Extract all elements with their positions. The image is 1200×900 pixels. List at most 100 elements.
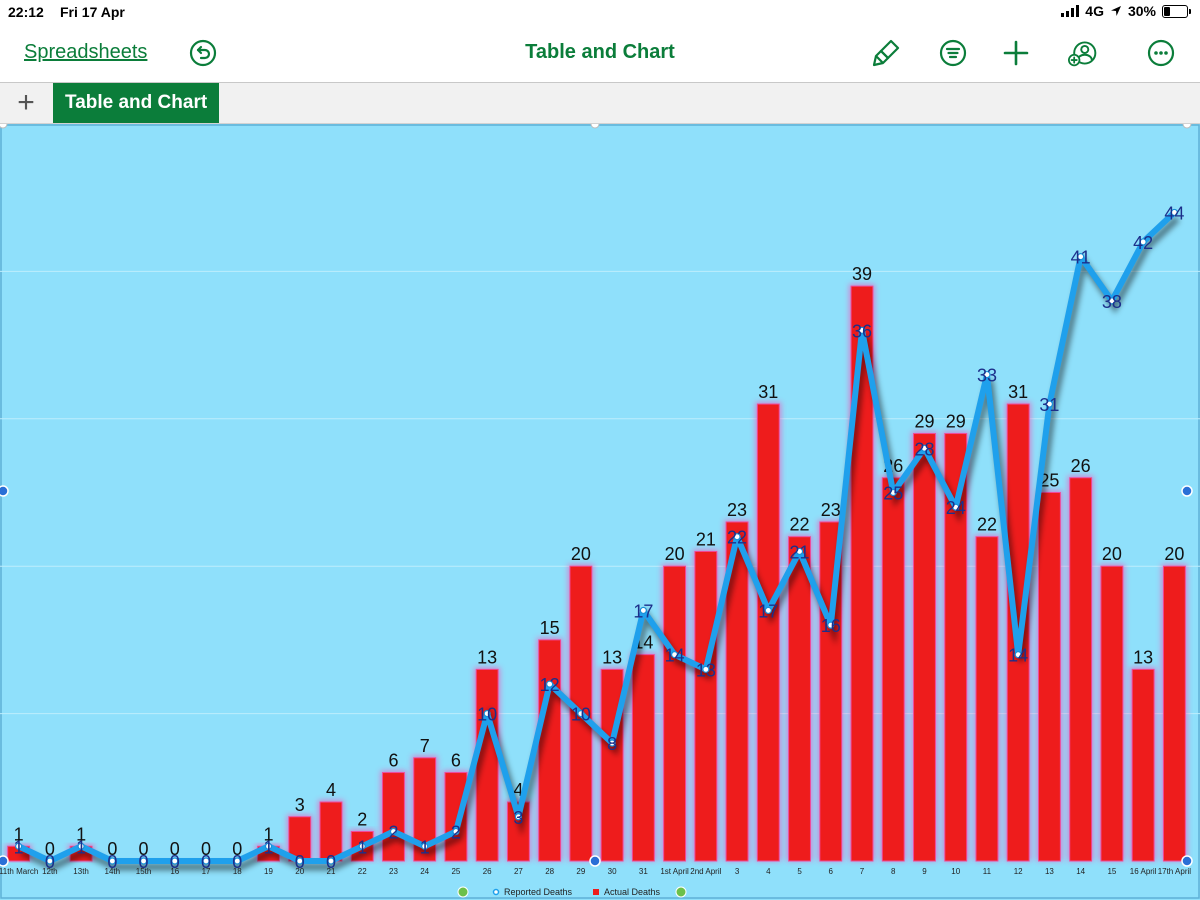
line-point[interactable] xyxy=(77,842,85,850)
line-point[interactable] xyxy=(327,857,335,865)
bar-actual-deaths[interactable] xyxy=(1162,565,1186,862)
undo-icon[interactable] xyxy=(188,38,218,68)
line-point[interactable] xyxy=(952,503,960,511)
line-point[interactable] xyxy=(296,857,304,865)
network-type: 4G xyxy=(1085,3,1104,19)
line-data-label: 0 xyxy=(139,852,149,872)
x-tick-label: 20 xyxy=(295,867,304,876)
line-point[interactable] xyxy=(171,857,179,865)
selection-handle[interactable] xyxy=(1181,485,1193,497)
spreadsheets-back-link[interactable]: Spreadsheets xyxy=(24,41,148,63)
line-reported-deaths[interactable] xyxy=(15,209,1178,864)
more-icon[interactable] xyxy=(1146,38,1176,68)
line-data-label: 44 xyxy=(1164,203,1184,223)
line-data-label: 28 xyxy=(914,439,934,459)
selection-handle[interactable] xyxy=(589,855,601,867)
bar-data-label: 0 xyxy=(201,839,211,859)
line-point[interactable] xyxy=(546,680,554,688)
line-data-label: 17 xyxy=(633,601,653,621)
bar-actual-deaths[interactable] xyxy=(725,521,749,862)
line-point[interactable] xyxy=(1139,238,1147,246)
line-point[interactable] xyxy=(514,813,523,821)
selection-handle[interactable] xyxy=(0,124,8,129)
line-point[interactable] xyxy=(483,709,491,718)
line-data-label: 42 xyxy=(1133,233,1153,253)
sheet-tab-table-and-chart[interactable]: Table and Chart xyxy=(53,83,220,123)
x-tick-label: 12 xyxy=(1014,867,1023,876)
bar-actual-deaths[interactable] xyxy=(1038,492,1061,862)
selection-handle[interactable] xyxy=(0,855,9,867)
format-list-icon[interactable] xyxy=(938,38,968,68)
line-point[interactable] xyxy=(795,547,804,556)
bar-actual-deaths[interactable] xyxy=(1100,565,1124,862)
line-point[interactable] xyxy=(1170,208,1178,217)
legend-handle[interactable] xyxy=(675,886,687,898)
bar-actual-deaths[interactable] xyxy=(694,550,718,862)
chart-area[interactable]: 1 0 1 0 0 0 0 0 1 3 4 2 6 7 6 13 4 15 20 13 14 20 21 23 31 22 23 39… xyxy=(0,124,1200,900)
line-point[interactable] xyxy=(733,533,741,541)
line-point[interactable] xyxy=(827,621,835,629)
bar-data-label: 0 xyxy=(170,839,180,859)
line-point[interactable] xyxy=(233,857,241,865)
line-data-label: 2 xyxy=(388,823,398,843)
line-point[interactable] xyxy=(577,709,585,718)
add-icon[interactable] xyxy=(1001,38,1031,68)
line-point[interactable] xyxy=(889,488,897,497)
selection-handle[interactable] xyxy=(1182,124,1192,129)
line-point[interactable] xyxy=(764,606,772,615)
bar-actual-deaths[interactable] xyxy=(663,565,687,862)
line-point[interactable] xyxy=(1045,400,1054,408)
line-point[interactable] xyxy=(920,444,929,452)
line-point[interactable] xyxy=(1077,253,1085,261)
line-point[interactable] xyxy=(108,857,116,865)
line-point[interactable] xyxy=(1108,297,1116,305)
line-point[interactable] xyxy=(670,651,679,659)
selection-handle[interactable] xyxy=(1181,855,1193,867)
bar-data-label: 4 xyxy=(513,780,523,800)
x-tick-label: 16 xyxy=(170,867,179,876)
line-point[interactable] xyxy=(264,842,273,850)
line-point[interactable] xyxy=(702,665,710,673)
line-point[interactable] xyxy=(1014,651,1022,659)
x-tick-label: 1st April xyxy=(660,867,689,876)
bar-actual-deaths[interactable] xyxy=(913,433,936,862)
line-point[interactable] xyxy=(389,827,398,836)
paintbrush-icon[interactable] xyxy=(871,38,901,68)
line-data-label: 0 xyxy=(201,852,211,872)
line-point[interactable] xyxy=(46,857,54,865)
bar-actual-deaths[interactable] xyxy=(788,536,811,862)
collaborate-icon[interactable] xyxy=(1068,38,1098,68)
bar-actual-deaths[interactable] xyxy=(756,403,780,862)
bar-actual-deaths[interactable] xyxy=(1069,477,1093,862)
line-point[interactable] xyxy=(639,606,647,615)
line-point[interactable] xyxy=(608,739,616,747)
bar-actual-deaths[interactable] xyxy=(413,757,437,862)
add-sheet-icon[interactable]: + xyxy=(17,86,35,119)
line-point[interactable] xyxy=(421,842,429,850)
bar-data-label: 6 xyxy=(451,751,461,771)
line-point[interactable] xyxy=(358,842,366,850)
x-tick-label: 8 xyxy=(891,867,896,876)
line-data-label: 0 xyxy=(170,852,180,872)
location-arrow-icon xyxy=(1110,6,1121,16)
bar-actual-deaths[interactable] xyxy=(631,654,655,862)
bar-data-label: 20 xyxy=(1164,544,1184,564)
bar-data-label: 23 xyxy=(727,500,747,520)
line-point[interactable] xyxy=(452,827,460,836)
bar-actual-deaths[interactable] xyxy=(382,772,405,862)
line-point[interactable] xyxy=(858,326,866,334)
line-point[interactable] xyxy=(202,857,210,865)
selection-handle[interactable] xyxy=(590,124,600,129)
bar-actual-deaths[interactable] xyxy=(975,536,999,862)
bar-actual-deaths[interactable] xyxy=(881,477,905,862)
x-tick-label: 17th April xyxy=(1158,867,1192,876)
line-point[interactable] xyxy=(983,370,991,379)
legend-handle[interactable] xyxy=(457,886,469,898)
line-data-label: 33 xyxy=(977,366,997,386)
bar-actual-deaths[interactable] xyxy=(1131,668,1155,862)
line-point[interactable] xyxy=(139,857,148,865)
selection-handle[interactable] xyxy=(0,485,9,497)
bar-actual-deaths[interactable] xyxy=(944,433,968,862)
line-point[interactable] xyxy=(15,842,23,850)
